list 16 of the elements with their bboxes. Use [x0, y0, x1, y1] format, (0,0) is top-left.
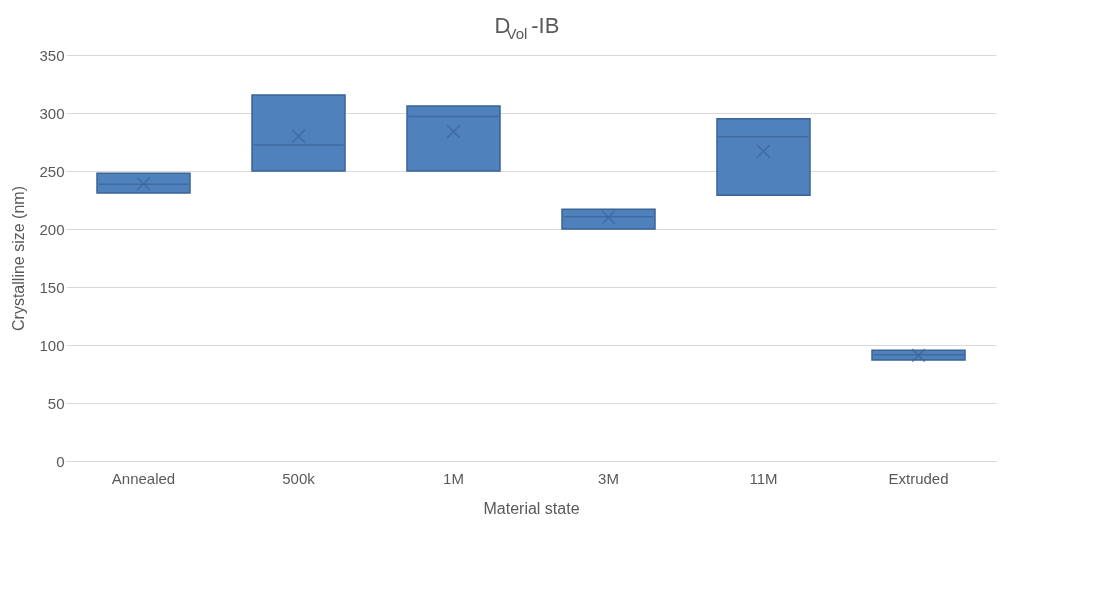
y-axis-title: Crystalline size (nm)	[10, 186, 28, 331]
x-tick-label: Annealed	[111, 469, 176, 487]
x-tick-label: Extruded	[888, 469, 949, 487]
y-tick-label: 250	[39, 162, 65, 180]
x-tick-label: 3M	[598, 469, 619, 487]
x-axis-title: Material state	[483, 499, 580, 517]
x-tick-label: 11M	[749, 469, 778, 487]
x-tick-label: 1M	[443, 469, 464, 487]
y-tick-label: 150	[39, 278, 65, 296]
y-tick-label: 300	[39, 104, 65, 122]
y-tick-label: 350	[39, 46, 65, 64]
y-tick-label: 0	[56, 452, 65, 470]
y-tick-label: 200	[39, 220, 65, 238]
y-tick-label: 100	[39, 336, 65, 354]
x-tick-label: 500k	[282, 469, 316, 487]
y-tick-label: 50	[47, 394, 65, 412]
